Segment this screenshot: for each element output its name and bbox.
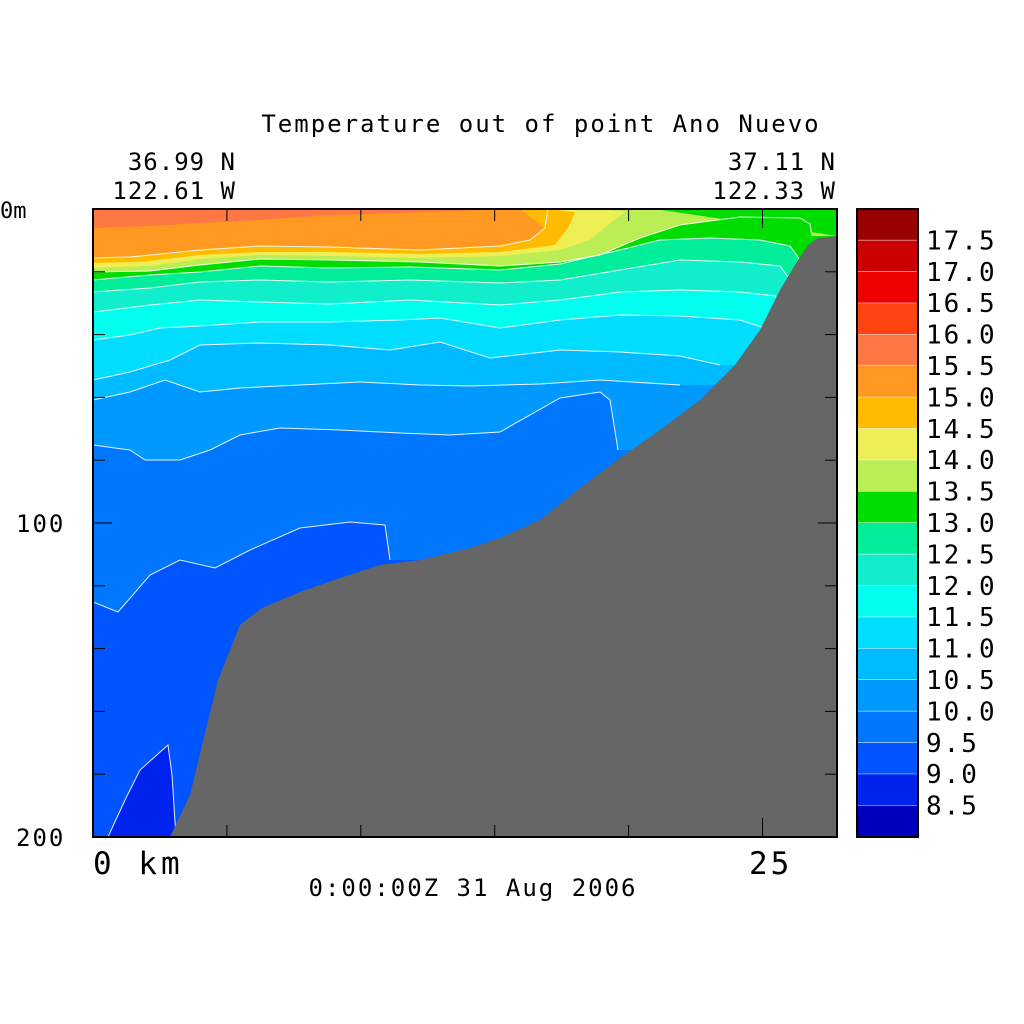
colorbar-swatch — [857, 523, 918, 555]
colorbar-swatch — [857, 303, 918, 335]
colorbar-swatch — [857, 742, 918, 775]
colorbar-swatch — [857, 648, 918, 680]
seafloor-bathymetry — [170, 236, 837, 837]
colorbar-swatch — [857, 680, 918, 712]
left-latitude: 36.99 N — [128, 148, 236, 176]
contour-field — [93, 209, 837, 837]
right-latitude: 37.11 N — [728, 148, 836, 176]
colorbar-label: 14.5 — [926, 415, 997, 445]
colorbar-swatch — [857, 366, 918, 398]
colorbar-swatch — [857, 271, 918, 304]
colorbar-label: 9.0 — [926, 760, 979, 790]
y-tick-label-0: 0m — [0, 199, 27, 224]
colorbar: 17.517.016.516.015.515.014.514.013.513.0… — [856, 208, 997, 838]
colorbar-label: 12.5 — [926, 540, 997, 570]
axis-ticks — [93, 209, 837, 837]
colorbar-swatch — [857, 554, 918, 586]
colorbar-label: 15.5 — [926, 352, 997, 382]
band-8-5 — [108, 745, 176, 837]
colorbar-swatch — [857, 397, 918, 429]
colorbar-swatch — [857, 617, 918, 649]
colorbar-swatch — [857, 428, 918, 461]
timestamp-label: 0:00:00Z 31 Aug 2006 — [309, 874, 638, 902]
colorbar-label: 11.5 — [926, 603, 997, 633]
colorbar-label: 17.5 — [926, 226, 997, 256]
colorbar-frame — [856, 208, 919, 838]
colorbar-swatch — [857, 711, 918, 743]
colorbar-label: 11.0 — [926, 635, 997, 665]
colorbar-label: 9.5 — [926, 729, 979, 759]
colorbar-swatch — [857, 585, 918, 618]
chart-title: Temperature out of point Ano Nuevo — [261, 110, 820, 138]
y-tick-label-200: 200 — [16, 824, 65, 852]
colorbar-label: 16.5 — [926, 289, 997, 319]
colorbar-swatch — [857, 774, 918, 806]
left-longitude: 122.61 W — [112, 177, 236, 205]
colorbar-swatch — [857, 240, 918, 272]
colorbar-label: 15.0 — [926, 383, 997, 413]
x-tick-label-25: 25 — [749, 846, 792, 882]
colorbar-swatch — [857, 209, 918, 241]
colorbar-label: 8.5 — [926, 792, 979, 822]
x-tick-label-0: 0 km — [93, 846, 184, 882]
colorbar-swatch — [857, 491, 918, 523]
colorbar-swatch — [857, 805, 918, 837]
colorbar-swatch — [857, 460, 918, 492]
right-longitude: 122.33 W — [712, 177, 836, 205]
colorbar-label: 12.0 — [926, 572, 997, 602]
colorbar-label: 10.5 — [926, 666, 997, 696]
colorbar-swatch — [857, 334, 918, 366]
colorbar-label: 10.0 — [926, 697, 997, 727]
colorbar-label: 14.0 — [926, 446, 997, 476]
colorbar-label: 13.5 — [926, 478, 997, 508]
y-tick-label-100: 100 — [16, 510, 65, 538]
colorbar-label: 17.0 — [926, 258, 997, 288]
colorbar-label: 13.0 — [926, 509, 997, 539]
colorbar-label: 16.0 — [926, 321, 997, 351]
